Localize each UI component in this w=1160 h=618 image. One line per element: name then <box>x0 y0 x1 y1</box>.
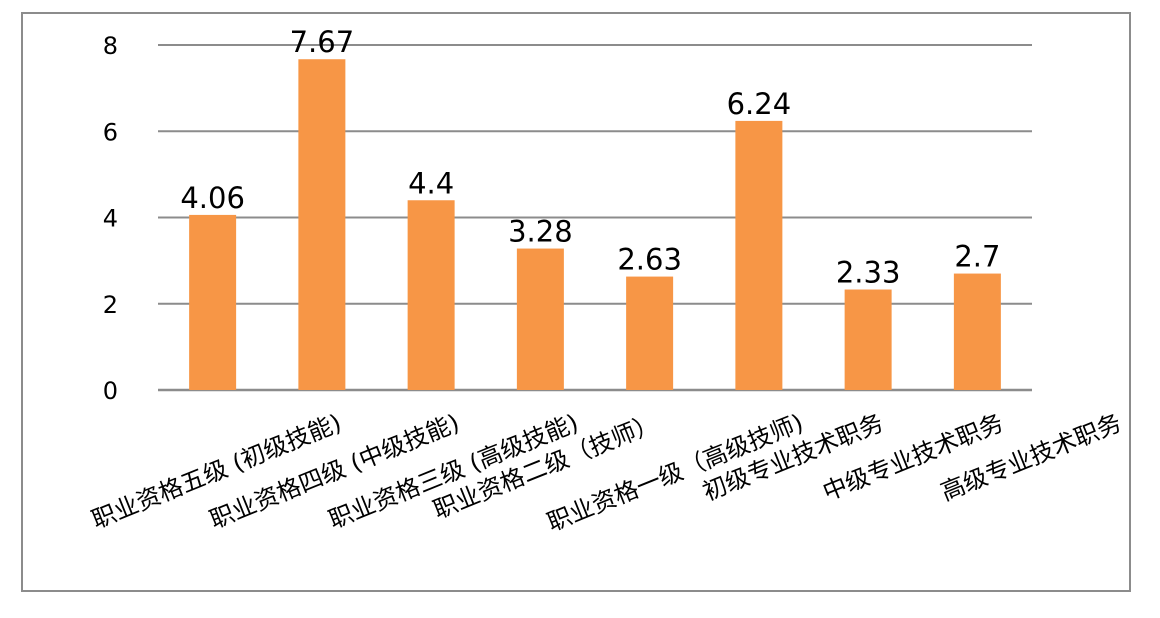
y-tick-label: 8 <box>103 32 118 60</box>
gridlines <box>158 44 1032 392</box>
bar <box>189 214 237 390</box>
category-labels: 职业资格五级 (初级技能)职业资格四级 (中级技能)职业资格三级 (高级技能)职… <box>88 409 1125 537</box>
data-label: 2.7 <box>954 240 1000 274</box>
y-tick-label: 2 <box>103 291 118 319</box>
bar <box>407 200 455 390</box>
data-label: 3.28 <box>508 215 573 249</box>
bars <box>189 59 1001 391</box>
bar <box>298 59 346 390</box>
data-label: 4.4 <box>408 166 454 200</box>
bar <box>516 248 564 390</box>
data-label: 6.24 <box>727 87 792 121</box>
data-label: 2.33 <box>836 256 901 290</box>
y-tick-label: 4 <box>103 205 118 233</box>
data-label: 7.67 <box>290 25 355 59</box>
y-tick-label: 0 <box>103 377 118 405</box>
bar <box>953 273 1001 390</box>
bar <box>844 289 892 390</box>
bar <box>735 120 783 391</box>
data-label: 4.06 <box>180 181 245 215</box>
y-tick-label: 6 <box>103 118 118 146</box>
bar <box>626 276 674 390</box>
data-labels: 4.06 7.67 4.4 3.28 2.63 6.24 2.33 2.7 <box>180 25 1000 289</box>
data-label: 2.63 <box>617 243 682 277</box>
y-axis-ticks: 0 2 4 6 8 <box>103 32 118 405</box>
